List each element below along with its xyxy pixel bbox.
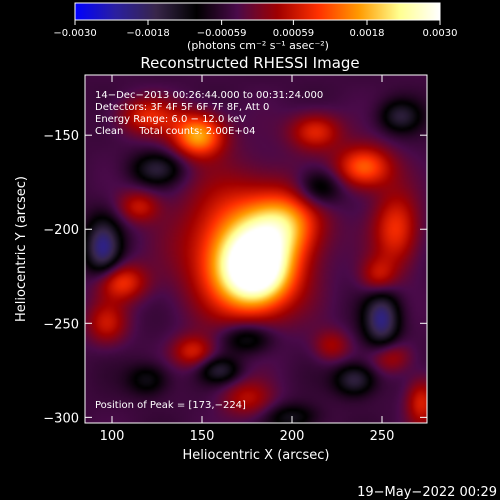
heatmap-image	[84, 74, 428, 424]
colorbar-tick-label: 0.0030	[423, 28, 458, 39]
footer-timestamp: 19−May−2022 00:29	[357, 485, 497, 500]
colorbar-tick-label: 0.00059	[273, 28, 314, 39]
colorbar-unit-label: (photons cm⁻² s⁻¹ asec⁻²)	[187, 39, 329, 52]
y-tick-label: −250	[43, 317, 79, 332]
info-time-range: 14−Dec−2013 00:26:44.000 to 00:31:24.000	[95, 90, 323, 101]
info-detectors: Detectors: 3F 4F 5F 6F 7F 8F, Att 0	[95, 102, 269, 113]
colorbar-tick-label: 0.0018	[350, 28, 385, 39]
plot-frame	[84, 74, 428, 424]
x-axis-ticks: 100 150 200 250	[100, 75, 395, 444]
info-block: 14−Dec−2013 00:26:44.000 to 00:31:24.000…	[95, 90, 323, 137]
info-counts: Clean Total counts: 2.00E+04	[95, 126, 255, 137]
colorbar-tick-label: −0.0030	[53, 28, 96, 39]
x-axis-label: Heliocentric X (arcsec)	[183, 448, 330, 463]
heatmap-raster	[85, 75, 427, 423]
y-tick-label: −200	[43, 223, 79, 238]
x-tick-label: 200	[280, 429, 305, 444]
peak-position-label: Position of Peak = [173,−224]	[95, 400, 246, 411]
colorbar: −0.0030 −0.0018 −0.00059 0.00059 0.0018 0.003…	[53, 2, 458, 52]
x-tick-label: 150	[190, 429, 215, 444]
colorbar-gradient	[74, 2, 441, 21]
chart-title: Reconstructed RHESSI Image	[140, 54, 359, 72]
colorbar-tick-label: −0.0018	[126, 28, 169, 39]
colorbar-ticks: −0.0030 −0.0018 −0.00059 0.00059 0.0018 0.003…	[53, 20, 458, 39]
info-energy-range: Energy Range: 6.0 − 12.0 keV	[95, 114, 246, 125]
x-tick-label: 250	[370, 429, 395, 444]
y-tick-label: −150	[43, 129, 79, 144]
x-tick-label: 100	[100, 429, 125, 444]
colorbar-tick-label: −0.00059	[197, 28, 247, 39]
y-tick-label: −300	[43, 411, 79, 426]
y-axis-ticks: −300 −250 −200 −150	[43, 129, 427, 426]
y-axis-label: Heliocentric Y (arcsec)	[14, 176, 29, 322]
